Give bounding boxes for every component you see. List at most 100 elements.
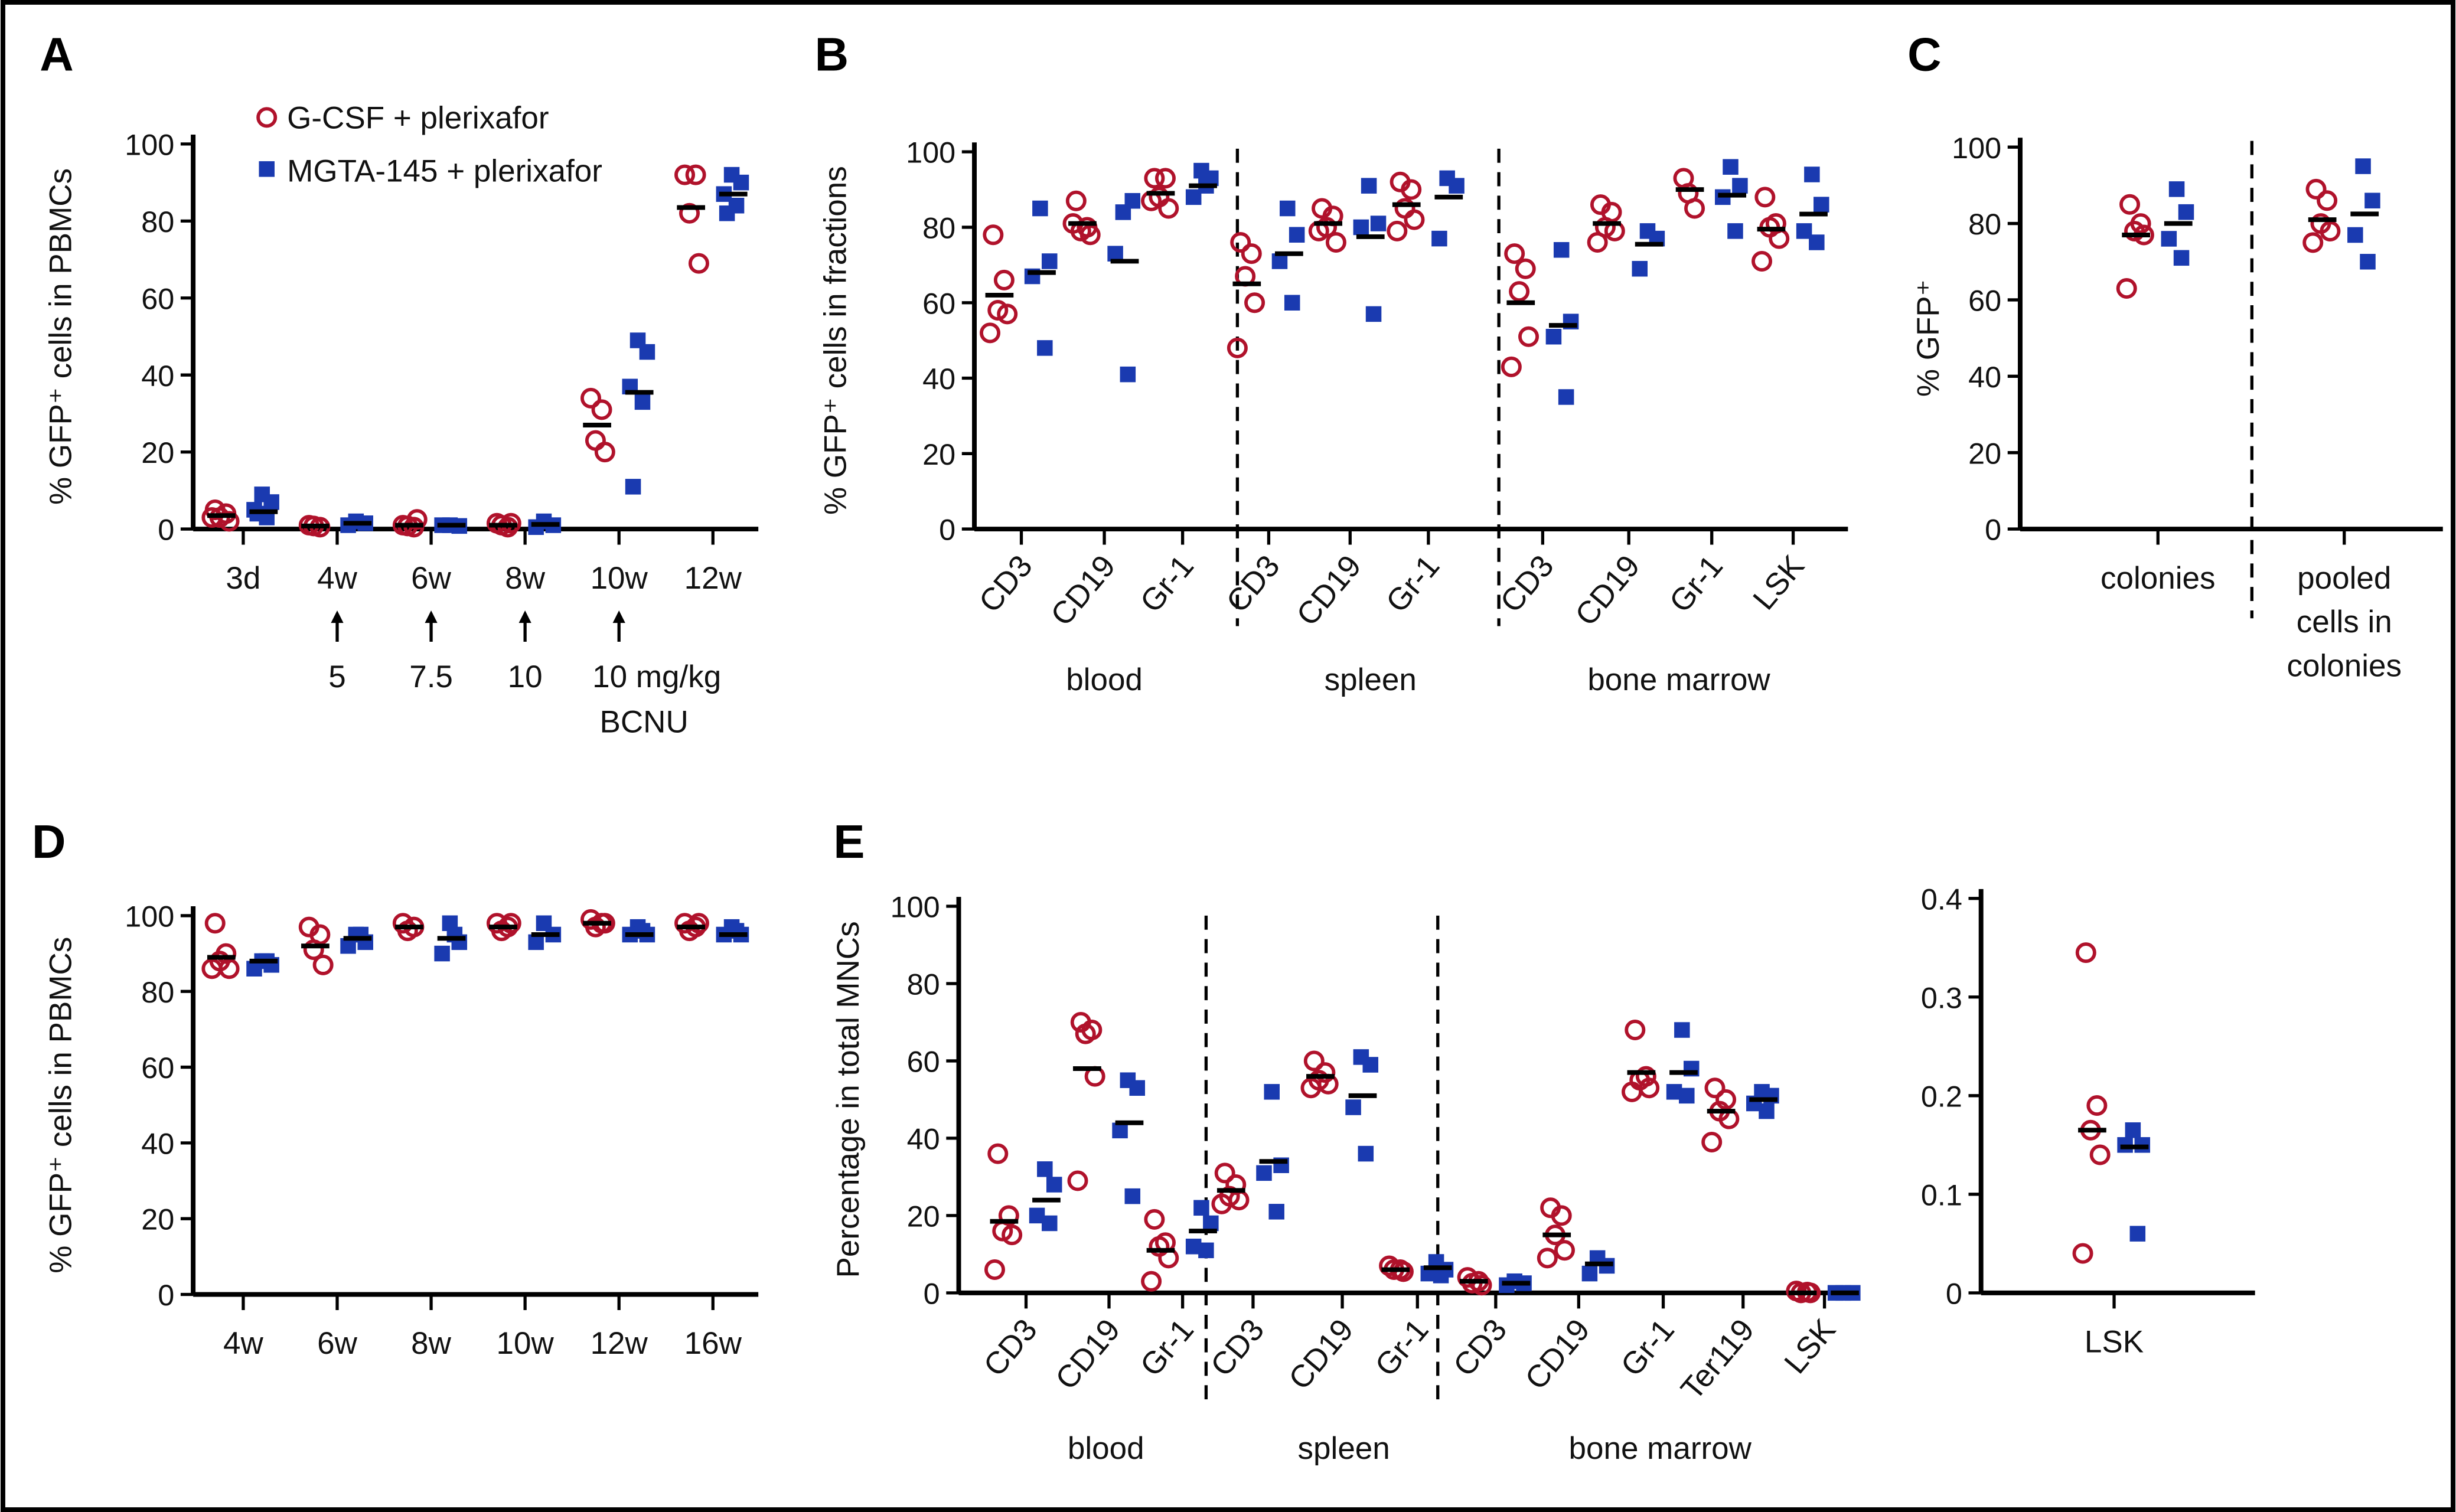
legend-label-mgta: MGTA-145 + plerixafor (287, 154, 602, 189)
gcsf-point (1144, 168, 1165, 189)
panel-letter: B (815, 28, 849, 80)
arrow-head-icon (331, 610, 344, 623)
x-tick-label: colonies (2101, 561, 2216, 596)
mgta-point (1732, 178, 1748, 194)
mgta-point (528, 519, 544, 535)
gcsf-point (993, 269, 1015, 290)
gcsf-point (585, 916, 606, 938)
gcsf-point (1625, 1020, 1646, 1041)
y-tick-label: 100 (125, 899, 174, 933)
gcsf-point (980, 322, 1001, 344)
panel-d: D 0 20 40 60 80 100 % GFP⁺ cells in PBMCs 4w 6w 8w… (32, 815, 759, 1361)
gcsf-point (2086, 1095, 2108, 1116)
gcsf-point (984, 1259, 1005, 1281)
section-label: bone marrow (1569, 1431, 1752, 1466)
gcsf-point (987, 1143, 1009, 1164)
group-pooled-cells-in-colonies: pooled cells in colonies (2287, 158, 2402, 683)
mgta-point (1449, 178, 1465, 194)
mgta-point (1037, 340, 1053, 356)
arrow-head-icon (518, 610, 531, 623)
panel-letter: A (40, 28, 73, 80)
gcsf-point (204, 913, 226, 934)
gcsf-point (1075, 1023, 1096, 1044)
mgta-point (1032, 200, 1048, 217)
gcsf-point (1504, 243, 1525, 264)
group-10w: 10w (580, 332, 655, 596)
mgta-point (1804, 166, 1820, 182)
y-tick-label: 80 (141, 205, 174, 239)
y-tick-label: 80 (922, 211, 955, 245)
gcsf-point (1144, 1209, 1165, 1230)
mgta-point (1112, 1122, 1128, 1139)
gcsf-point (1515, 258, 1536, 279)
group-6w: 6w (392, 509, 468, 596)
x-tick-label: 12w (684, 561, 742, 596)
mgta-point (719, 205, 735, 221)
gcsf-point (1387, 220, 1408, 241)
group-16w: 16w (674, 913, 749, 1361)
gcsf-point (2317, 190, 2338, 211)
gcsf-point (312, 954, 334, 975)
y-tick-label: 60 (141, 282, 174, 315)
mgta-point (1037, 1161, 1053, 1177)
gcsf-point (1227, 337, 1248, 358)
x-tick-label: 4w (317, 561, 357, 596)
mgta-point (1632, 260, 1648, 277)
mgta-point (1558, 389, 1574, 405)
gcsf-point (2302, 232, 2324, 253)
mgta-point (1279, 200, 1296, 217)
y-tick-label: 0.2 (1921, 1079, 1962, 1113)
legend: G-CSF + plerixafor MGTA-145 + plerixafor (256, 100, 602, 189)
gcsf-point (591, 399, 612, 420)
mgta-point (1193, 1200, 1209, 1216)
gcsf-point (1230, 232, 1251, 253)
gcsf-point (1002, 1224, 1023, 1246)
mgta-point (1120, 366, 1136, 383)
gcsf-point (1154, 168, 1176, 189)
gcsf-point (1211, 1193, 1232, 1214)
y-tick-label: 100 (1952, 131, 2001, 165)
mgta-point (1345, 1099, 1361, 1115)
y-axis-label: % GFP⁺ cells in fractions (818, 166, 853, 515)
gcsf-point (1518, 326, 1540, 347)
group-10w: 10w (486, 913, 562, 1361)
group-lsk: LSK (2072, 942, 2151, 1360)
y-tick-label: 40 (141, 359, 174, 393)
y-tick-label: 40 (907, 1122, 940, 1155)
mgta-point (1370, 215, 1387, 231)
mgta-point (1814, 197, 1829, 213)
gcsf-point (674, 164, 696, 185)
gcsf-point (1701, 1131, 1723, 1152)
y-tick-label: 0 (1946, 1276, 1962, 1310)
mgta-point (1759, 1103, 1775, 1119)
gcsf-point (987, 300, 1009, 321)
mgta-point (1046, 1177, 1062, 1193)
gcsf-point (983, 224, 1004, 246)
mgta-point (528, 934, 544, 951)
gcsf-point (1554, 1240, 1575, 1261)
mgta-point (1284, 295, 1300, 311)
gcsf-point (688, 913, 709, 934)
section-label: spleen (1325, 662, 1417, 697)
gcsf-point (1158, 198, 1179, 219)
y-tick-label: 0 (158, 1278, 174, 1312)
gcsf-point (1067, 1170, 1088, 1191)
panel-a: A 0 20 40 60 80 100 % GFP⁺ cells in PBMCs 3d 4w 6w… (40, 28, 759, 740)
y-tick-label: 80 (1968, 207, 2001, 241)
gcsf-point (1704, 1077, 1726, 1099)
gcsf-point (2119, 194, 2141, 215)
mgta-point (1268, 1204, 1284, 1220)
y-tick-label: 60 (1968, 284, 2001, 318)
group-4w: 4w (298, 513, 373, 596)
arrow-head-icon (612, 610, 625, 623)
mgta-point (1129, 1080, 1145, 1096)
y-axis-label: Percentage in total MNCs (831, 921, 866, 1278)
gcsf-point (397, 920, 418, 942)
y-tick-label: 20 (141, 1203, 174, 1236)
group-6w: 6w (298, 916, 373, 1361)
panel-letter: E (833, 815, 865, 868)
y-tick-label: 0.3 (1921, 981, 1962, 1014)
y-axis-label: % GFP⁺ (1911, 279, 1946, 397)
mgta-point (1358, 1145, 1374, 1162)
